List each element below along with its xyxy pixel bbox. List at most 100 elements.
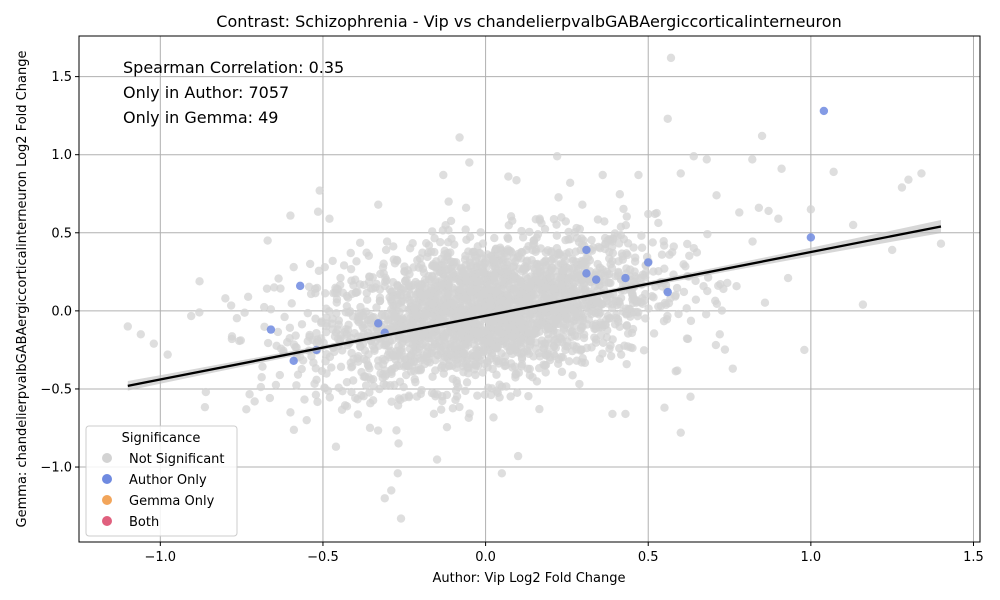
- point-not-significant: [619, 204, 628, 214]
- point-not-significant: [549, 307, 559, 317]
- legend-label: Not Significant: [129, 452, 225, 467]
- point-not-significant: [622, 310, 631, 319]
- point-not-significant: [312, 283, 322, 293]
- legend-marker: [102, 474, 112, 484]
- point-not-significant: [417, 385, 426, 395]
- point-not-significant: [273, 327, 283, 337]
- point-not-significant: [543, 246, 552, 255]
- point-not-significant: [313, 397, 322, 407]
- point-not-significant: [384, 341, 393, 351]
- point-not-significant: [487, 332, 496, 341]
- point-not-significant: [488, 255, 497, 264]
- point-not-significant: [347, 348, 356, 358]
- point-not-significant: [578, 200, 587, 209]
- point-not-significant: [437, 280, 447, 289]
- point-not-significant: [195, 277, 204, 286]
- point-not-significant: [760, 298, 770, 307]
- point-not-significant: [428, 372, 437, 381]
- point-not-significant: [390, 312, 400, 321]
- point-not-significant: [641, 314, 650, 323]
- point-not-significant: [336, 362, 346, 372]
- point-not-significant: [322, 369, 331, 378]
- point-not-significant: [388, 277, 398, 287]
- legend-label: Author Only: [129, 473, 207, 488]
- y-tick-label: 1.5: [51, 70, 72, 85]
- point-not-significant: [623, 239, 633, 248]
- point-not-significant: [263, 236, 272, 245]
- point-not-significant: [502, 252, 511, 261]
- point-not-significant: [379, 259, 388, 268]
- point-not-significant: [458, 358, 467, 368]
- point-not-significant: [506, 359, 516, 368]
- y-tick-label: 0.5: [51, 226, 72, 241]
- point-not-significant: [479, 267, 488, 277]
- point-not-significant: [757, 131, 767, 141]
- point-not-significant: [362, 295, 372, 304]
- point-not-significant: [383, 316, 393, 325]
- point-not-significant: [530, 329, 539, 339]
- point-not-significant: [497, 469, 507, 478]
- point-not-significant: [656, 302, 666, 311]
- point-not-significant: [616, 350, 626, 359]
- point-not-significant: [476, 306, 485, 316]
- point-not-significant: [621, 221, 631, 230]
- point-author-only: [266, 325, 276, 334]
- axis-ticks: −1.0 −0.5 0.0 0.5 1.0 1.5 −1.0 −0.5 0.0 0.5 1.0 1.5: [40, 70, 983, 565]
- point-not-significant: [513, 451, 523, 461]
- point-not-significant: [292, 381, 301, 390]
- point-not-significant: [495, 393, 504, 402]
- point-not-significant: [410, 304, 419, 313]
- point-not-significant: [456, 328, 466, 337]
- point-not-significant: [461, 386, 470, 396]
- y-tick-label: −0.5: [40, 382, 72, 397]
- point-not-significant: [353, 316, 362, 325]
- point-not-significant: [311, 314, 320, 323]
- point-not-significant: [405, 244, 415, 253]
- point-not-significant: [440, 332, 449, 341]
- point-not-significant: [123, 322, 132, 331]
- point-not-significant: [559, 323, 568, 333]
- point-not-significant: [777, 164, 786, 173]
- point-not-significant: [373, 426, 383, 435]
- point-not-significant: [461, 203, 471, 212]
- point-not-significant: [269, 283, 279, 292]
- point-not-significant: [300, 395, 309, 404]
- x-tick-label: −0.5: [307, 550, 339, 565]
- legend-marker: [102, 495, 112, 505]
- point-not-significant: [659, 316, 669, 326]
- point-not-significant: [554, 193, 563, 202]
- point-not-significant: [393, 469, 402, 478]
- y-tick-label: −1.0: [40, 461, 72, 476]
- point-not-significant: [699, 281, 708, 291]
- point-not-significant: [445, 290, 454, 300]
- point-author-only: [582, 269, 591, 278]
- point-not-significant: [637, 231, 646, 240]
- point-not-significant: [728, 364, 737, 373]
- point-not-significant: [355, 238, 365, 247]
- point-not-significant: [258, 362, 267, 371]
- point-not-significant: [660, 264, 669, 273]
- point-not-significant: [311, 364, 321, 373]
- legend-label: Gemma Only: [129, 494, 215, 509]
- point-not-significant: [332, 298, 341, 307]
- point-not-significant: [353, 395, 362, 404]
- point-not-significant: [259, 302, 269, 312]
- point-not-significant: [510, 285, 519, 294]
- point-not-significant: [543, 329, 553, 339]
- point-not-significant: [390, 302, 399, 311]
- legend-entry-author-only: Author Only: [102, 473, 207, 488]
- point-not-significant: [629, 294, 638, 303]
- point-not-significant: [683, 334, 693, 344]
- point-not-significant: [389, 242, 398, 251]
- point-not-significant: [286, 211, 295, 220]
- regression-line: [127, 219, 942, 391]
- point-not-significant: [479, 290, 489, 299]
- point-not-significant: [637, 243, 647, 252]
- point-not-significant: [591, 335, 601, 344]
- point-not-significant: [444, 197, 453, 206]
- point-not-significant: [475, 249, 485, 258]
- point-not-significant: [681, 262, 690, 271]
- point-not-significant: [386, 380, 395, 390]
- point-not-significant: [396, 354, 405, 363]
- point-not-significant: [459, 367, 468, 377]
